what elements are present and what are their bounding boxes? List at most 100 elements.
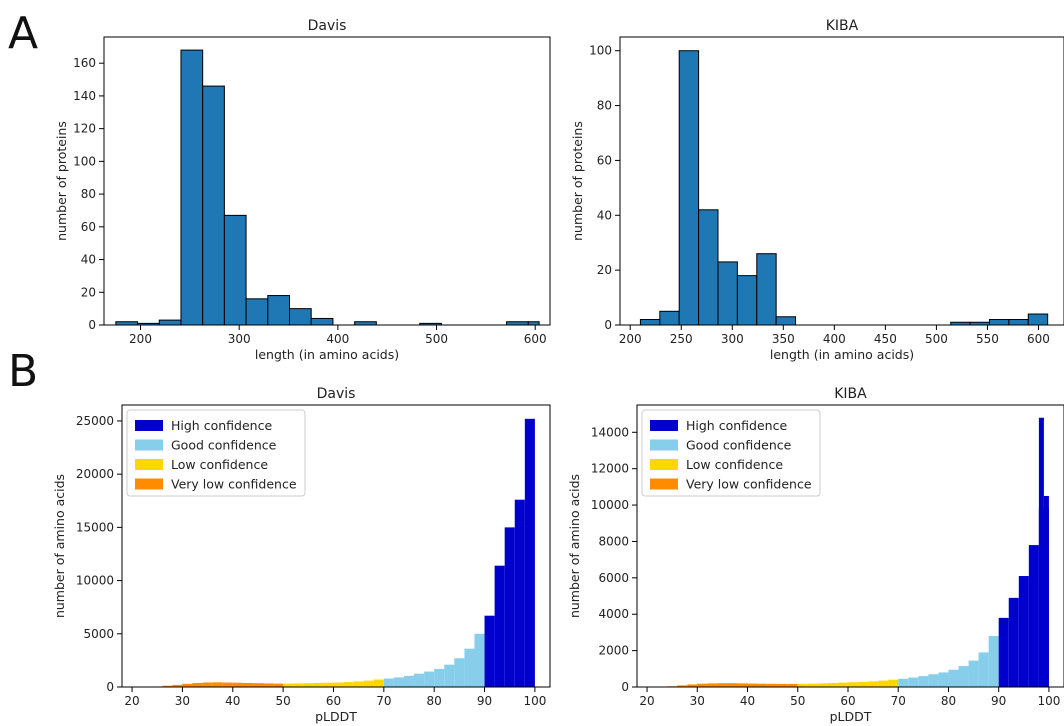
histogram-bar <box>373 679 384 687</box>
x-tick-label: 100 <box>523 694 546 708</box>
histogram-bar <box>222 682 233 687</box>
chart-title: KIBA <box>826 18 859 34</box>
legend: High confidence Good confidence Low confid… <box>641 409 821 497</box>
x-axis-label: pLDDT <box>315 709 357 724</box>
histogram-bar <box>1008 597 1019 687</box>
histogram-bar <box>232 682 243 687</box>
legend-box <box>126 409 306 497</box>
x-tick-label: 400 <box>823 332 846 346</box>
histogram-bar <box>767 683 778 687</box>
x-tick-label: 100 <box>1037 694 1060 708</box>
histogram-bar <box>245 298 269 326</box>
histogram-bar <box>717 683 728 687</box>
histogram-bar <box>1038 417 1044 687</box>
y-axis-label: number of proteins <box>54 121 69 241</box>
histogram-bar <box>313 682 324 687</box>
histogram-bar <box>267 295 291 326</box>
histogram-bar <box>363 680 374 687</box>
x-tick-label: 30 <box>175 694 190 708</box>
legend-swatch <box>650 439 678 451</box>
histogram-bar <box>323 682 334 687</box>
y-tick-label: 10000 <box>76 574 114 588</box>
y-tick-label: 2000 <box>598 644 629 658</box>
histogram-bar <box>494 565 505 687</box>
y-axis-label: number of proteins <box>570 121 585 241</box>
legend-box <box>641 409 821 497</box>
y-tick-label: 80 <box>81 187 96 201</box>
histogram-bar <box>908 677 919 687</box>
y-tick-label: 40 <box>81 253 96 267</box>
histogram-bar <box>310 317 334 326</box>
histogram-bar <box>454 658 465 687</box>
histogram-bar <box>938 672 949 687</box>
y-tick-label: 14000 <box>591 425 629 439</box>
chart-title: Davis <box>317 386 356 402</box>
y-tick-label: 0 <box>621 680 629 694</box>
histogram-bar <box>403 675 415 687</box>
legend-label: High confidence <box>686 418 787 433</box>
legend-swatch <box>135 420 163 431</box>
y-tick-label: 20 <box>597 263 612 277</box>
y-tick-label: 60 <box>81 220 96 234</box>
y-tick-label: 0 <box>604 318 612 332</box>
x-tick-label: 20 <box>124 694 139 708</box>
x-tick-label: 70 <box>891 694 906 708</box>
histogram-bar <box>968 660 979 687</box>
histogram-bar <box>273 683 284 687</box>
histogram-bar <box>424 671 435 687</box>
y-tick-label: 20000 <box>76 467 114 481</box>
histogram-bar <box>158 319 182 326</box>
histogram-bar <box>677 685 688 687</box>
x-tick-label: 500 <box>925 332 948 346</box>
x-tick-label: 450 <box>874 332 897 346</box>
davis-length-histogram: 200 300 400 500 600 0 20 40 60 80 100 120 140 160 Davi… <box>54 18 551 362</box>
histogram-bar <box>928 674 939 687</box>
histogram-bar <box>333 682 344 687</box>
histogram-bar <box>998 617 1009 687</box>
y-axis-label: number of amino acids <box>567 474 582 618</box>
y-tick-label: 120 <box>73 122 96 136</box>
legend-label: Low confidence <box>686 457 783 472</box>
y-tick-label: 80 <box>597 99 612 113</box>
legend-swatch <box>135 478 163 490</box>
y-tick-label: 100 <box>73 154 96 168</box>
histogram-bar <box>1018 576 1029 687</box>
histogram-bar <box>504 527 515 687</box>
histogram-bar <box>757 683 768 687</box>
histogram-bar <box>484 615 495 687</box>
x-tick-label: 80 <box>941 694 956 708</box>
x-tick-label: 300 <box>228 332 251 346</box>
x-tick-label: 400 <box>326 332 349 346</box>
histogram-bar <box>202 85 225 326</box>
histogram-bar <box>192 682 203 687</box>
x-tick-label: 40 <box>225 694 240 708</box>
legend-label: Very low confidence <box>686 477 812 492</box>
x-axis-label: pLDDT <box>830 709 872 724</box>
histogram-bar <box>639 319 661 326</box>
legend-label: Good confidence <box>686 438 792 453</box>
histogram-bar <box>1027 313 1049 326</box>
axes-frame <box>619 36 1064 326</box>
histogram-bar <box>180 49 204 326</box>
histogram-bar <box>514 499 525 687</box>
histogram-bar <box>434 668 445 687</box>
histogram-bar <box>988 636 999 687</box>
histogram-bar <box>383 678 394 687</box>
x-tick-label: 600 <box>1027 332 1050 346</box>
y-tick-label: 160 <box>73 56 96 70</box>
legend-label: High confidence <box>171 418 272 433</box>
histogram-bar <box>698 209 719 326</box>
panel-letter-a: A <box>8 8 39 59</box>
histogram-bar <box>727 683 738 687</box>
histogram-bar <box>262 683 274 687</box>
x-tick-label: 550 <box>976 332 999 346</box>
x-tick-label: 200 <box>129 332 152 346</box>
x-axis-label: length (in amino acids) <box>255 347 399 362</box>
histogram-bar <box>444 664 455 687</box>
histogram-bar <box>393 677 404 687</box>
histogram-bar <box>756 253 777 326</box>
histogram-bar <box>847 682 859 687</box>
legend: High confidence Good confidence Low confid… <box>126 409 306 497</box>
kiba-plddt-histogram: 20 30 40 50 60 70 80 90 100 0 2000 4000 6000 8000 1000… <box>567 386 1064 724</box>
histogram-bar <box>988 319 1010 326</box>
